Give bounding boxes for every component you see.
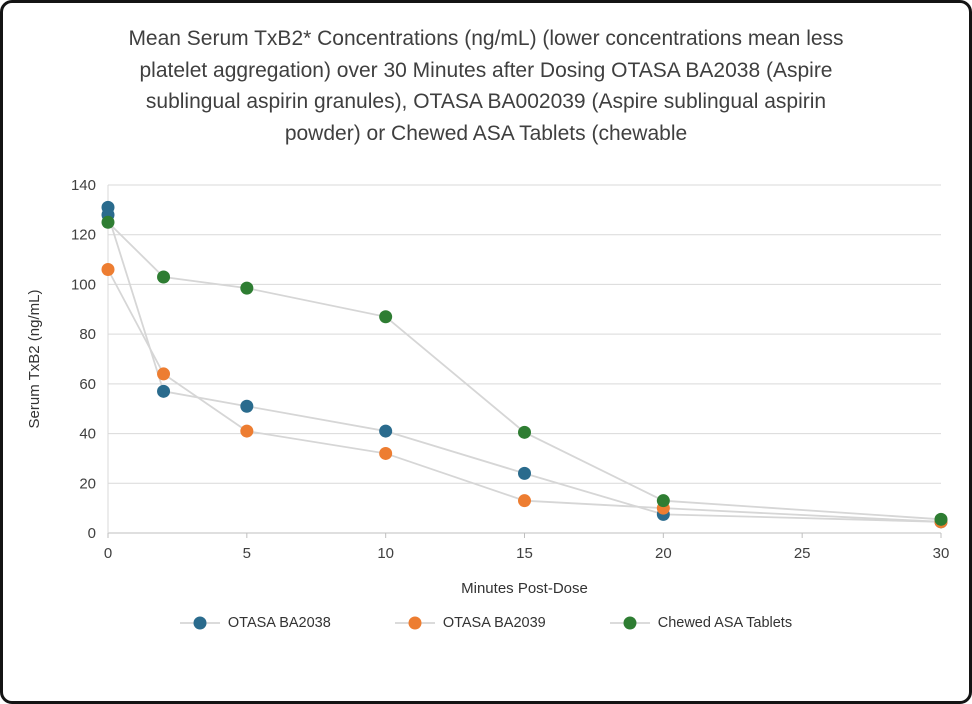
- x-tick-label: 20: [655, 545, 672, 562]
- data-point: [101, 263, 115, 277]
- x-axis-label: Minutes Post-Dose: [461, 580, 588, 597]
- legend-marker-icon: [179, 616, 220, 630]
- y-tick-label: 20: [79, 475, 96, 492]
- legend-label: OTASA BA2039: [442, 615, 546, 631]
- data-point: [240, 424, 254, 438]
- legend-item: OTASA BA2038: [179, 615, 331, 631]
- data-point: [101, 215, 115, 229]
- chart-title: Mean Serum TxB2* Concentrations (ng/mL) …: [128, 27, 844, 145]
- legend-item: OTASA BA2039: [394, 615, 546, 631]
- legend-item: Chewed ASA Tablets: [609, 615, 793, 631]
- data-point: [518, 466, 531, 480]
- x-tick-label: 0: [104, 545, 112, 562]
- data-point: [934, 512, 948, 526]
- data-point: [379, 424, 393, 438]
- x-tick-label: 5: [243, 545, 251, 562]
- x-tick-label: 10: [377, 545, 394, 562]
- data-point: [518, 494, 531, 508]
- plot-area: 0 20 40 60 80 100 120 140 0 5 10 15 20 25 30 Minutes Po…: [26, 177, 950, 597]
- legend-marker-icon: [609, 616, 650, 630]
- data-point: [518, 425, 531, 439]
- y-tick-label: 100: [71, 276, 96, 293]
- y-tick-label: 0: [88, 525, 96, 542]
- y-tick-label: 40: [79, 426, 96, 443]
- data-point: [656, 494, 670, 508]
- y-tick-label: 140: [71, 177, 96, 194]
- legend-label: OTASA BA2038: [227, 615, 331, 631]
- series-line: [107, 269, 942, 523]
- y-axis-label: Serum TxB2 (ng/mL): [26, 290, 43, 429]
- data-point: [157, 270, 171, 284]
- data-point: [379, 446, 393, 460]
- y-tick-label: 60: [79, 376, 96, 393]
- x-tick-label: 25: [794, 545, 811, 562]
- x-tick-label: 30: [933, 545, 950, 562]
- legend-label: Chewed ASA Tablets: [657, 615, 793, 631]
- data-point: [379, 310, 393, 324]
- data-point: [157, 384, 171, 398]
- data-point: [157, 367, 171, 381]
- x-tick-label: 15: [516, 545, 533, 562]
- data-point: [240, 281, 254, 295]
- data-point: [240, 399, 254, 413]
- y-tick-label: 80: [79, 326, 96, 343]
- legend-marker-icon: [394, 616, 435, 630]
- y-tick-label: 120: [71, 227, 96, 244]
- legend: OTASA BA2038 OTASA BA2039 Chewed ASA Table…: [3, 615, 969, 631]
